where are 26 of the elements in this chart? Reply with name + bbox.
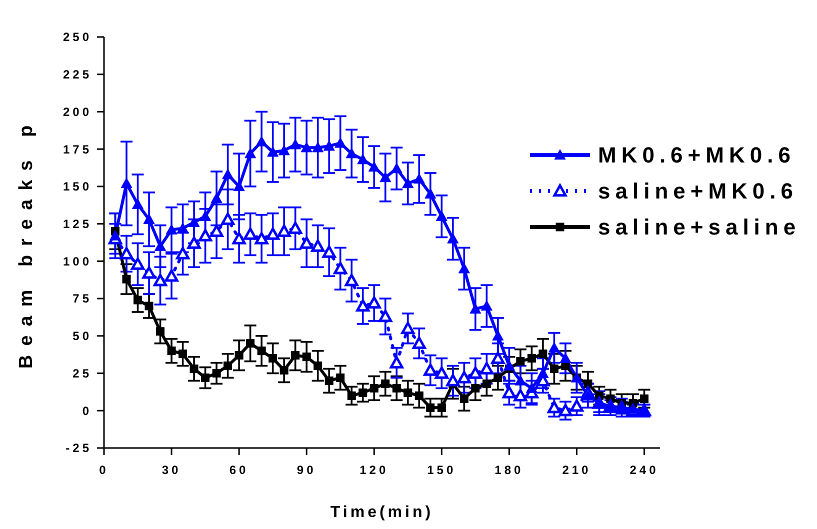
x-tick-label: 240 (630, 463, 659, 477)
x-tick-label: 60 (229, 463, 249, 477)
x-tick-label: 90 (296, 463, 316, 477)
y-tick-label: -25 (66, 441, 92, 456)
y-tick-label: 175 (62, 142, 92, 156)
y-tick-label: 25 (72, 366, 92, 380)
x-tick-label: 210 (562, 463, 592, 477)
y-tick-label: 75 (72, 292, 92, 306)
x-tick-label: 0 (99, 463, 109, 477)
y-tick-label: 50 (72, 329, 92, 344)
x-tick-label: 180 (494, 463, 524, 477)
y-tick-label: 100 (62, 254, 92, 268)
y-tick-label: 200 (62, 104, 92, 119)
legend-label: saline+MK0.6 (598, 178, 798, 204)
x-axis-title: Time(min) (330, 504, 434, 521)
y-axis-title: Beam breaks p (16, 116, 37, 369)
x-tick-label: 150 (427, 463, 456, 477)
legend-label: saline+saline (598, 214, 801, 240)
legend-label: MK0.6+MK0.6 (598, 142, 796, 168)
y-tick-label: 225 (62, 68, 92, 82)
x-tick-label: 120 (360, 463, 389, 477)
y-tick-label: 250 (62, 30, 92, 44)
x-tick-label: 30 (162, 463, 182, 477)
y-tick-label: 0 (82, 404, 92, 418)
y-tick-label: 150 (62, 180, 92, 194)
y-tick-label: 125 (62, 217, 92, 232)
